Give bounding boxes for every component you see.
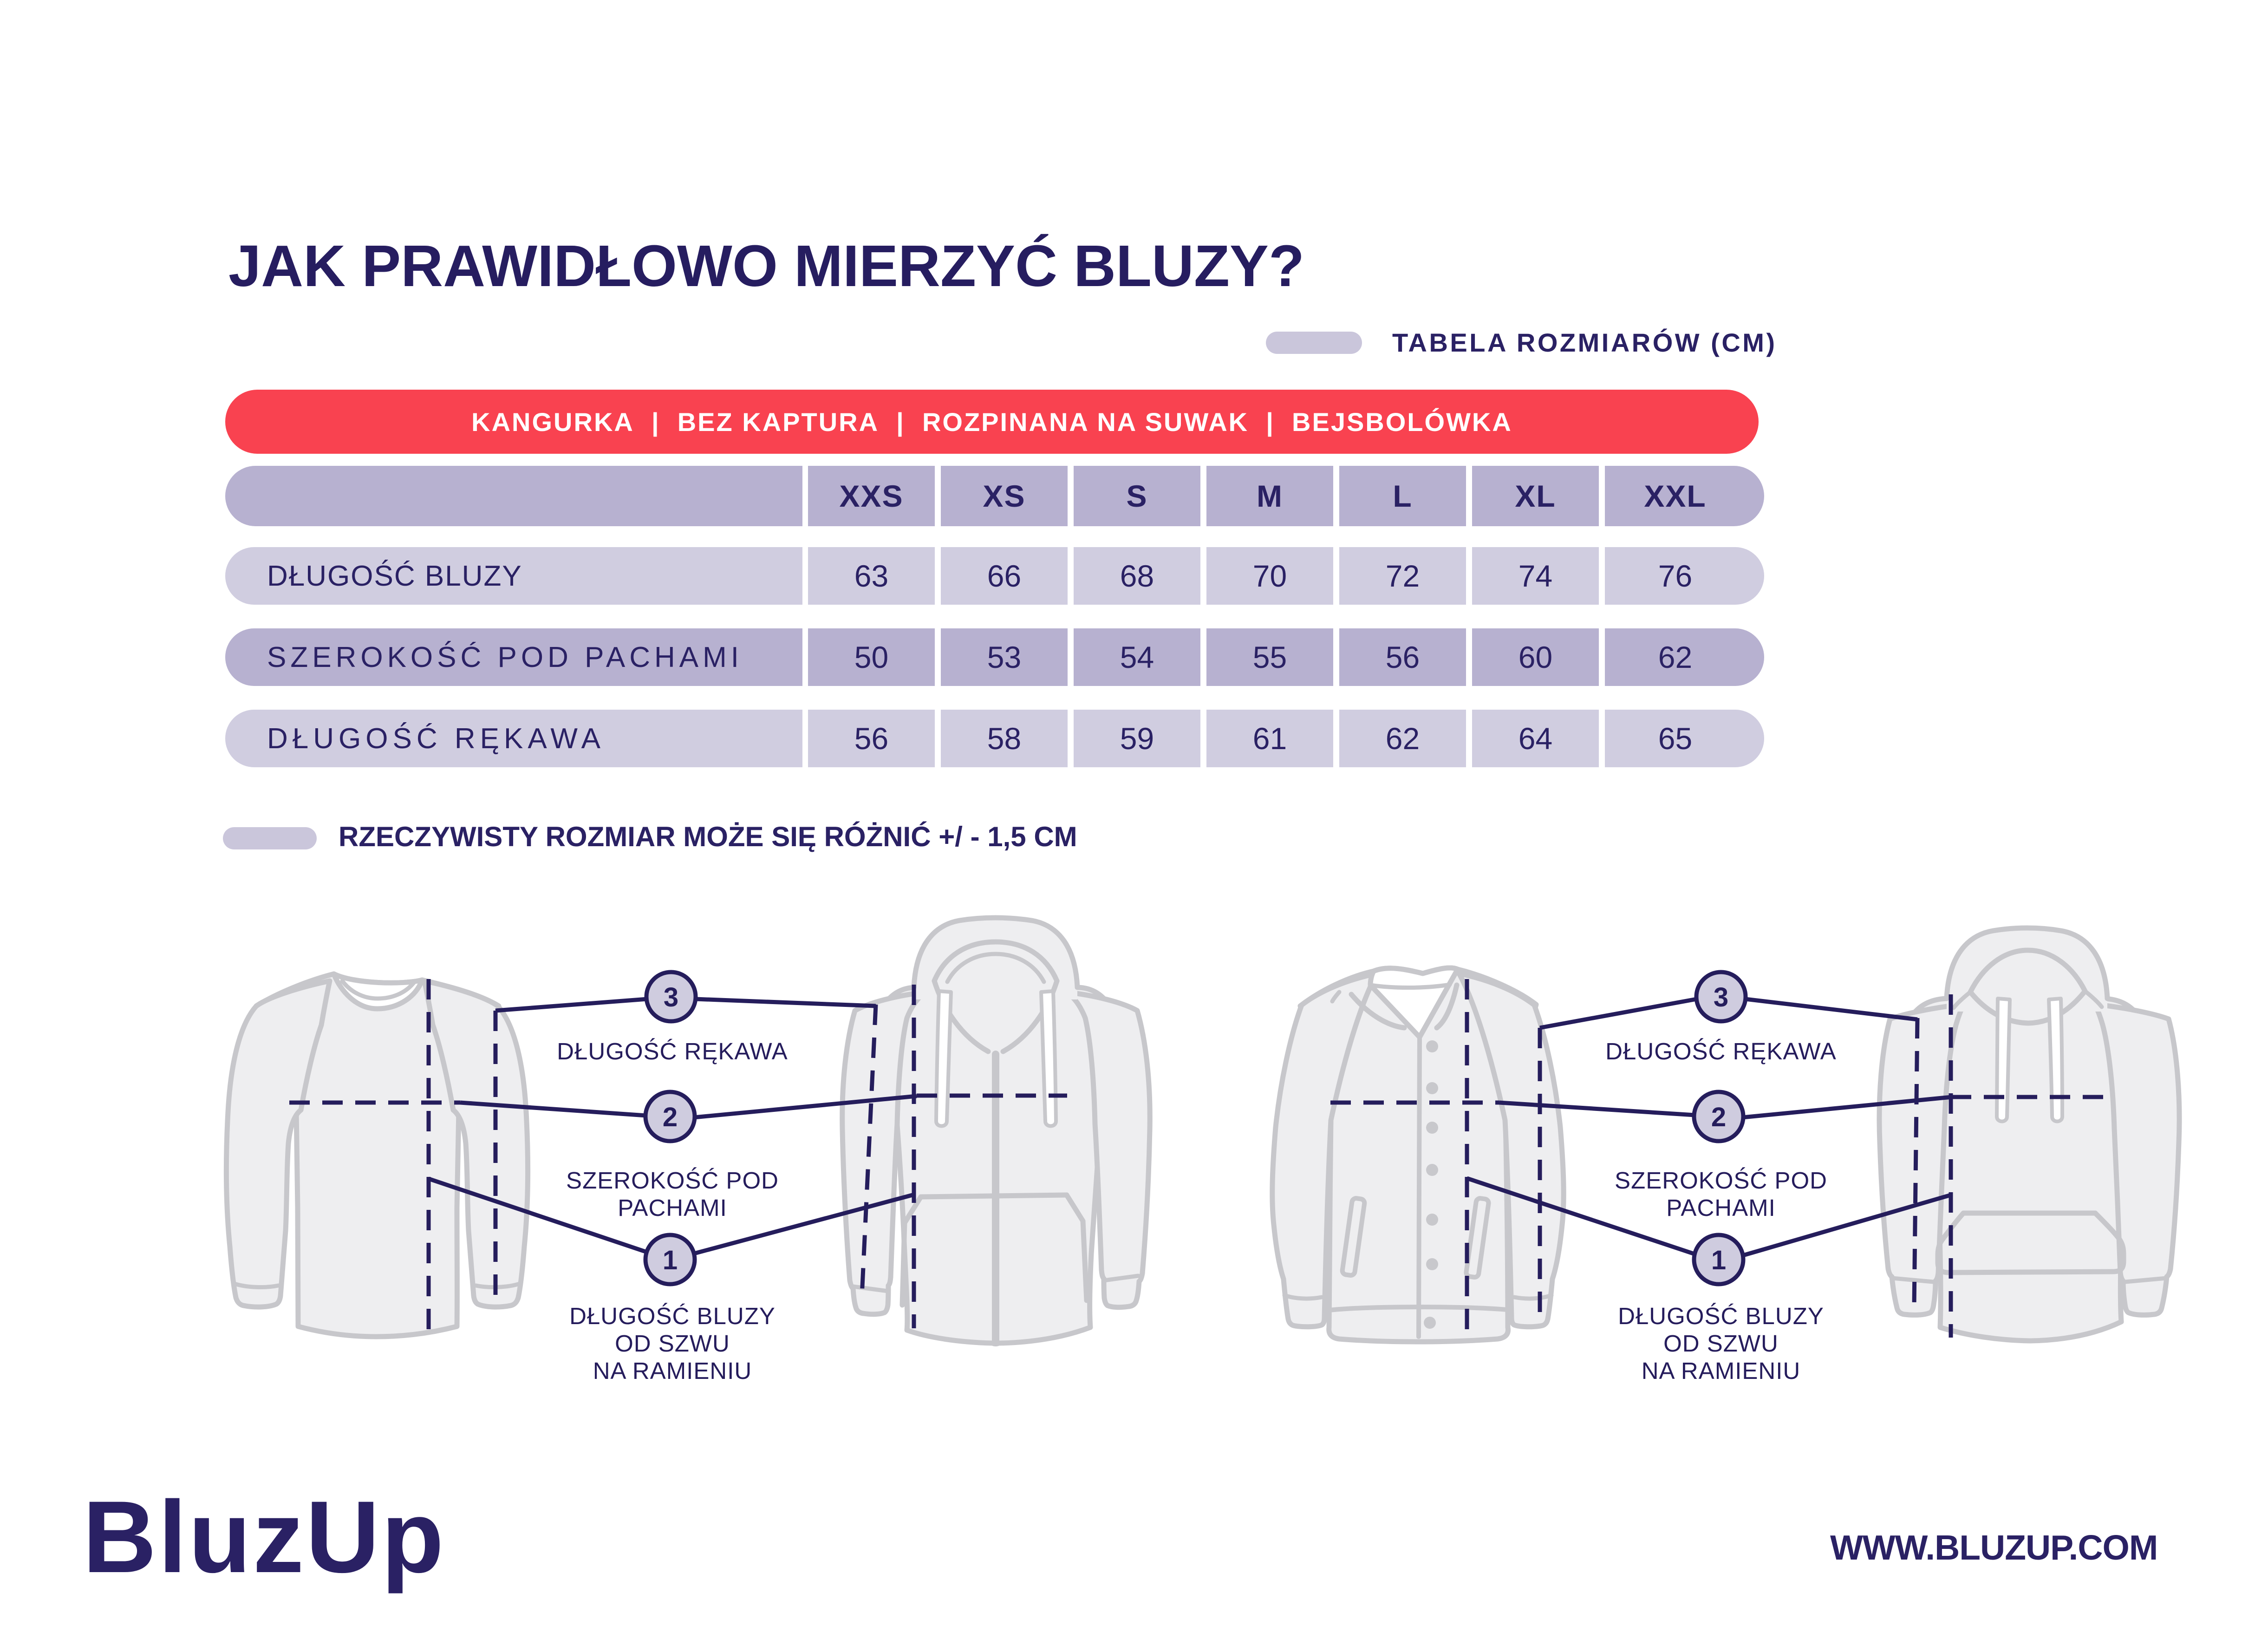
svg-text:1: 1 — [663, 1245, 678, 1275]
svg-text:1: 1 — [1711, 1245, 1726, 1275]
svg-text:3: 3 — [664, 982, 678, 1012]
svg-text:2: 2 — [1711, 1102, 1726, 1132]
svg-text:2: 2 — [663, 1102, 678, 1132]
svg-text:3: 3 — [1714, 982, 1728, 1012]
